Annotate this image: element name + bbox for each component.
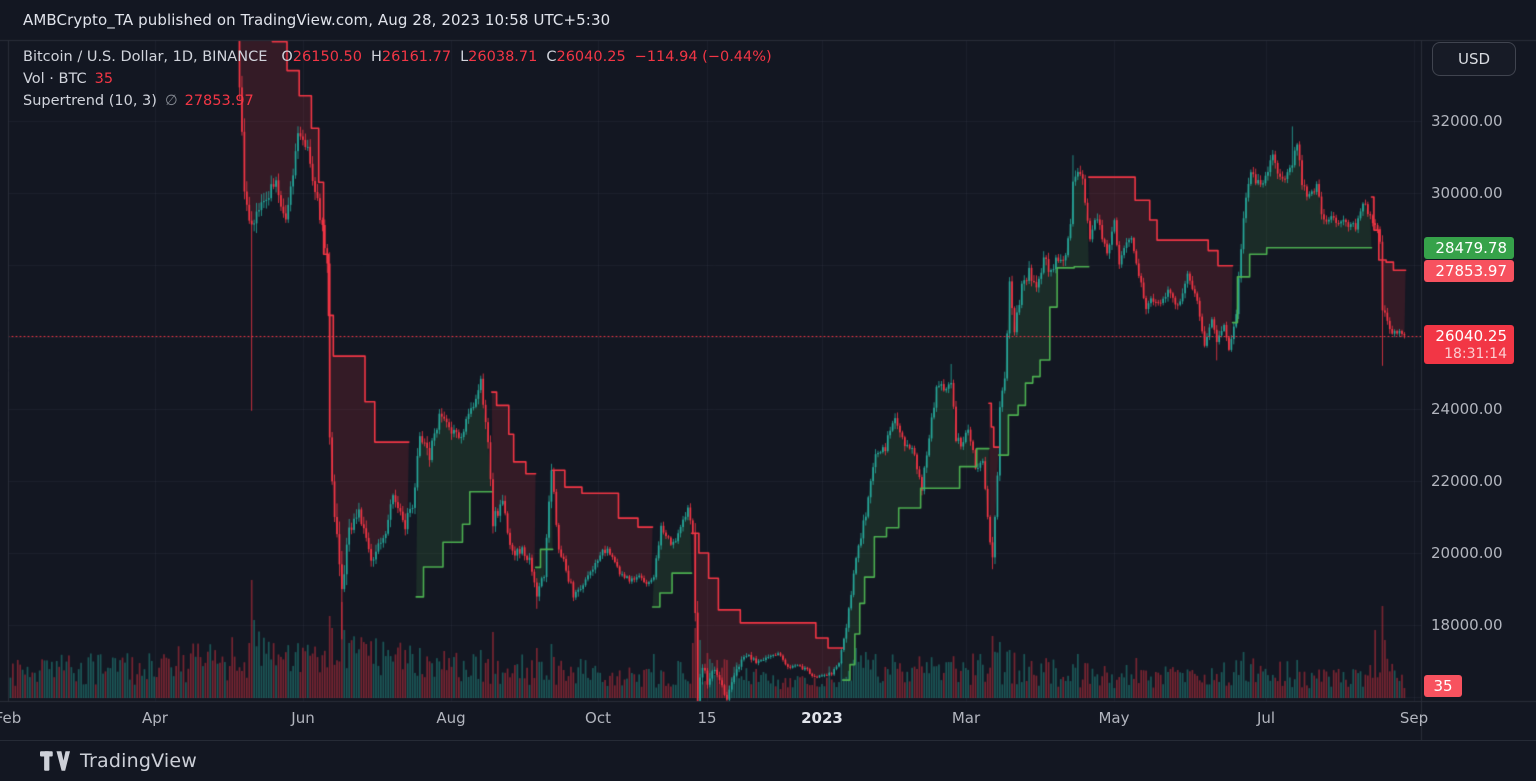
brand-name[interactable]: TradingView (80, 750, 197, 772)
volume-value: 35 (94, 71, 114, 87)
low-label: L (460, 49, 469, 65)
supertrend-label: Supertrend (10, 3) (23, 93, 157, 109)
close-value: 26040.25 (556, 49, 626, 65)
low-value: 26038.71 (468, 49, 538, 65)
time-tick: Apr (142, 709, 168, 727)
supertrend-up-price-label: 28479.78 (1424, 237, 1514, 259)
high-value: 26161.77 (381, 49, 452, 65)
price-tick: 22000.00 (1431, 472, 1503, 490)
time-tick: 2023 (801, 709, 843, 727)
brand-bar: TradingView (0, 740, 1536, 781)
time-tick: Sep (1399, 709, 1429, 727)
legend-supertrend-row[interactable]: Supertrend (10, 3) ∅ 27853.97 (23, 90, 772, 112)
legend-symbol-row[interactable]: Bitcoin / U.S. Dollar, 1D, BINANCE O26150… (23, 46, 772, 68)
close-label: C (546, 49, 557, 65)
high-label: H (370, 49, 382, 65)
time-tick: Feb (0, 709, 22, 727)
legend-volume-row[interactable]: Vol · BTC 35 (23, 68, 772, 90)
price-chart-canvas[interactable] (0, 0, 1536, 740)
price-tick: 24000.00 (1431, 400, 1503, 418)
time-tick: May (1098, 709, 1130, 727)
currency-button[interactable]: USD (1432, 42, 1516, 76)
time-tick: Aug (436, 709, 466, 727)
price-tick: 18000.00 (1431, 616, 1503, 634)
time-tick: Jun (291, 709, 315, 727)
volume-value-label: 35 (1424, 675, 1462, 697)
symbol-title: Bitcoin / U.S. Dollar, 1D, BINANCE (23, 49, 268, 65)
time-tick: Jul (1256, 709, 1276, 727)
price-tick: 30000.00 (1431, 184, 1503, 202)
supertrend-down-price-label: 27853.97 (1424, 260, 1514, 282)
change-value: −114.94 (−0.44%) (634, 49, 772, 65)
time-tick: Mar (951, 709, 981, 727)
open-value: 26150.50 (292, 49, 362, 65)
average-icon: ∅ (164, 93, 178, 109)
chart-legend: Bitcoin / U.S. Dollar, 1D, BINANCE O26150… (23, 46, 772, 112)
time-tick: Oct (585, 709, 611, 727)
tradingview-logo-icon[interactable] (40, 750, 70, 772)
price-tick: 20000.00 (1431, 544, 1503, 562)
last-price-label: 26040.25 18:31:14 (1424, 325, 1514, 364)
currency-button-label: USD (1457, 50, 1491, 68)
price-tick: 32000.00 (1431, 112, 1503, 130)
open-label: O (281, 49, 293, 65)
supertrend-value: 27853.97 (184, 93, 254, 109)
volume-label: Vol · BTC (23, 71, 87, 87)
time-tick: 15 (697, 709, 717, 727)
